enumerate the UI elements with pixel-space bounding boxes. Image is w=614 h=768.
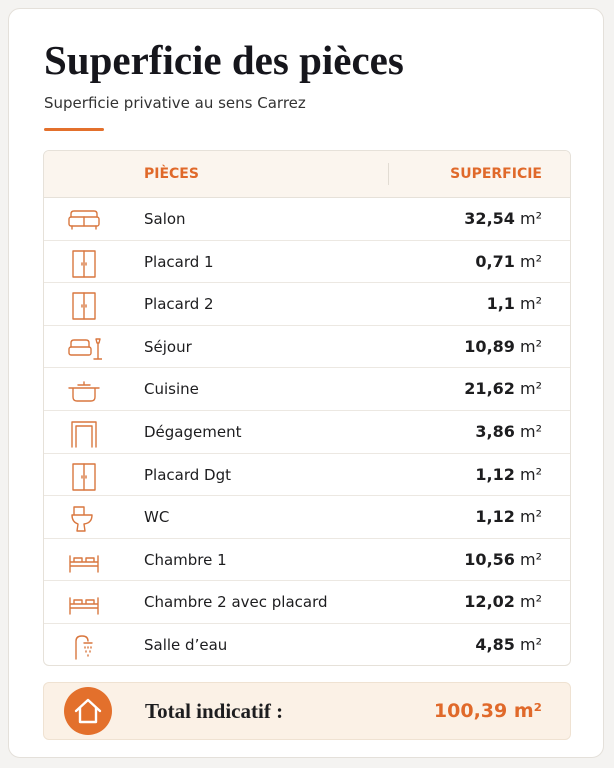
- area-value: 32,54: [464, 209, 515, 228]
- room-name: Placard Dgt: [144, 465, 231, 484]
- room-icon: [75, 635, 93, 660]
- area-unit: m²: [520, 507, 542, 527]
- area-unit: m²: [520, 592, 542, 612]
- table-row: Chambre 2 avec placard 12,02 m²: [44, 581, 570, 624]
- subtitle: Superficie privative au sens Carrez: [44, 94, 306, 112]
- table-row: Chambre 1 10,56 m²: [44, 539, 570, 582]
- room-icon: [72, 462, 96, 491]
- room-name: Placard 2: [144, 295, 214, 314]
- total-unit: m²: [513, 700, 542, 722]
- room-icon: [69, 597, 99, 616]
- area-value: 10,56: [464, 549, 515, 569]
- card: [8, 8, 604, 758]
- table-row: Dégagement 3,86 m²: [44, 411, 570, 454]
- table-row: WC 1,12 m²: [44, 496, 570, 539]
- room-area: 1,12 m²: [475, 465, 542, 484]
- area-unit: m²: [520, 464, 542, 484]
- area-unit: m²: [520, 294, 542, 314]
- room-icon: [69, 555, 99, 573]
- table-row: Placard Dgt 1,12 m²: [44, 454, 570, 497]
- room-area: 1,12 m²: [475, 507, 542, 526]
- divider: [388, 163, 389, 185]
- room-name: Chambre 1: [144, 550, 227, 569]
- room-area: 32,54 m²: [464, 209, 542, 228]
- table-row: Placard 2 1,1 m²: [44, 283, 570, 326]
- room-name: Cuisine: [144, 380, 199, 399]
- room-name: WC: [144, 508, 170, 527]
- area-value: 0,71: [475, 251, 515, 271]
- room-name: Chambre 2 avec placard: [144, 593, 328, 612]
- area-unit: m²: [520, 379, 542, 399]
- column-header: SUPERFICIE: [450, 166, 542, 182]
- total-box: Total indicatif : 100,39 m²: [43, 682, 571, 740]
- total-label: Total indicatif :: [145, 699, 284, 723]
- area-value: 1,1: [486, 294, 515, 314]
- area-value: 21,62: [464, 379, 515, 399]
- area-value: 3,86: [475, 421, 515, 441]
- table-row: Séjour 10,89 m²: [44, 326, 570, 369]
- table-row: Cuisine 21,62 m²: [44, 368, 570, 411]
- room-area: 21,62 m²: [464, 379, 542, 398]
- room-icon: [72, 292, 96, 320]
- total-value: 100,39 m²: [434, 700, 542, 722]
- area-value: 1,12: [475, 464, 515, 484]
- table-row: Salle d’eau 4,85 m²: [44, 624, 570, 665]
- table-row: Placard 1 0,71 m²: [44, 241, 570, 284]
- room-name: Dégagement: [144, 422, 242, 441]
- table-row: Salon 32,54 m²: [44, 198, 570, 241]
- room-icon: [68, 338, 102, 360]
- column-header: PIÈCES: [144, 166, 199, 182]
- room-icon: [72, 249, 96, 278]
- area-value: 1,12: [475, 507, 515, 527]
- room-icon: [68, 381, 100, 403]
- room-area: 0,71 m²: [475, 252, 542, 271]
- room-area: 1,1 m²: [487, 294, 542, 313]
- total-area: 100,39: [433, 700, 508, 722]
- area-unit: m²: [520, 209, 542, 228]
- room-icon: [71, 421, 97, 448]
- accent-rule: [44, 128, 104, 131]
- area-unit: m²: [520, 336, 542, 356]
- room-area: 10,56 m²: [464, 550, 542, 569]
- room-icon: [68, 210, 100, 230]
- title: Superficie des pièces: [44, 37, 404, 83]
- area-value: 12,02: [464, 592, 515, 612]
- room-name: Salon: [144, 210, 186, 228]
- area-unit: m²: [520, 549, 542, 569]
- table: PIÈCES SUPERFICIE Salon 32,54 m² Placard 1…: [43, 150, 571, 666]
- room-area: 10,89 m²: [464, 337, 542, 356]
- room-area: 12,02 m²: [464, 592, 542, 611]
- area-unit: m²: [520, 421, 542, 441]
- area-unit: m²: [520, 634, 542, 654]
- area-value: 10,89: [464, 336, 515, 356]
- room-area: 3,86 m²: [475, 422, 542, 441]
- room-name: Séjour: [144, 337, 192, 356]
- area-unit: m²: [520, 251, 542, 271]
- area-value: 4,85: [475, 634, 515, 654]
- room-icon: [71, 506, 93, 532]
- house-icon: [64, 687, 112, 735]
- room-name: Placard 1: [144, 252, 214, 271]
- table-header: PIÈCES SUPERFICIE: [44, 151, 570, 198]
- room-name: Salle d’eau: [144, 635, 228, 654]
- room-area: 4,85 m²: [475, 635, 542, 654]
